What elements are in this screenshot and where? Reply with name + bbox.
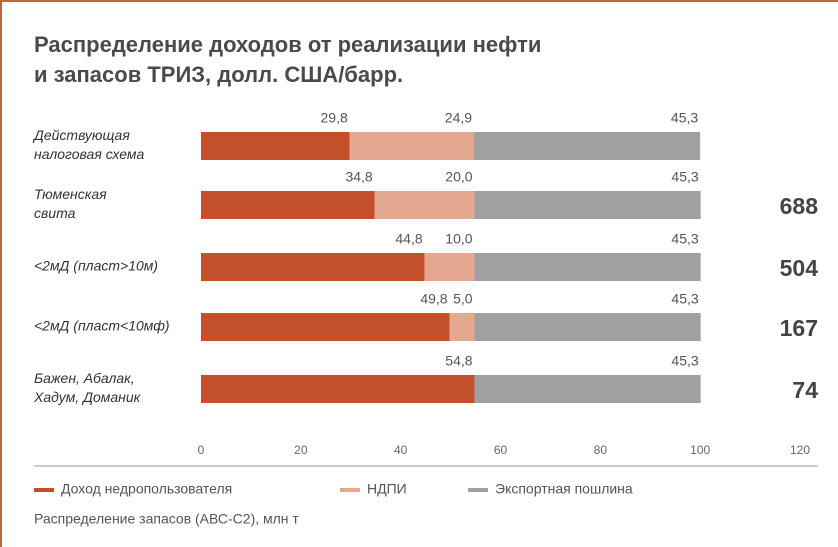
reserve-value: 74 [792, 377, 818, 403]
bar-segment [474, 132, 701, 160]
category-label: налоговая схема [34, 146, 144, 162]
bar-segment [201, 191, 375, 219]
category-label: <2мД (пласт>10м) [34, 258, 158, 274]
value-label: 45,3 [671, 110, 698, 126]
value-label: 5,0 [453, 291, 473, 307]
reserve-value: 504 [780, 255, 819, 281]
category-label: свита [34, 205, 76, 221]
bar-segment [201, 313, 450, 341]
bar-segment [474, 313, 701, 341]
reserve-value: 688 [780, 193, 819, 219]
value-label: 20,0 [445, 169, 472, 185]
bar-segment [474, 191, 701, 219]
x-tick-label: 0 [198, 443, 205, 457]
value-label: 44,8 [395, 231, 422, 247]
value-label: 34,8 [345, 169, 372, 185]
bar-segment [201, 253, 425, 281]
reserves-label: Распределение запасов (АВС-С2), млн т [34, 511, 299, 527]
category-label: Бажен, Абалак, [34, 370, 135, 386]
x-tick-label: 20 [294, 443, 308, 457]
bar-segment [474, 253, 701, 281]
x-tick-label: 40 [394, 443, 408, 457]
x-tick-label: 100 [690, 443, 710, 457]
bar-segment [424, 253, 475, 281]
value-label: 24,9 [445, 110, 472, 126]
chart-title: Распределение доходов от реализации нефт… [34, 32, 541, 57]
bar-segment [374, 191, 475, 219]
x-tick-label: 80 [594, 443, 608, 457]
x-tick-label: 120 [790, 443, 810, 457]
value-label: 45,3 [671, 291, 698, 307]
bar-segment [201, 375, 475, 403]
category-label: <2мД (пласт<10мф) [34, 318, 170, 334]
legend-label: НДПИ [367, 481, 407, 497]
category-label: Хадум, Доманик [33, 389, 142, 405]
x-tick-label: 60 [494, 443, 508, 457]
category-label: Тюменская [34, 186, 107, 202]
legend-label: Экспортная пошлина [495, 481, 633, 497]
bar-segment [449, 313, 475, 341]
value-label: 45,3 [671, 169, 698, 185]
chart-title: и запасов ТРИЗ, долл. США/барр. [34, 62, 403, 87]
value-label: 49,8 [420, 291, 447, 307]
category-label: Действующая [32, 127, 130, 143]
value-label: 10,0 [445, 231, 472, 247]
bar-segment [201, 132, 350, 160]
legend-label: Доход недропользователя [61, 481, 232, 497]
reserve-value: 167 [780, 315, 818, 341]
value-label: 54,8 [445, 353, 472, 369]
bar-segment [474, 375, 701, 403]
value-label: 45,3 [671, 231, 698, 247]
bar-segment [349, 132, 475, 160]
value-label: 45,3 [671, 353, 698, 369]
value-label: 29,8 [321, 110, 348, 126]
